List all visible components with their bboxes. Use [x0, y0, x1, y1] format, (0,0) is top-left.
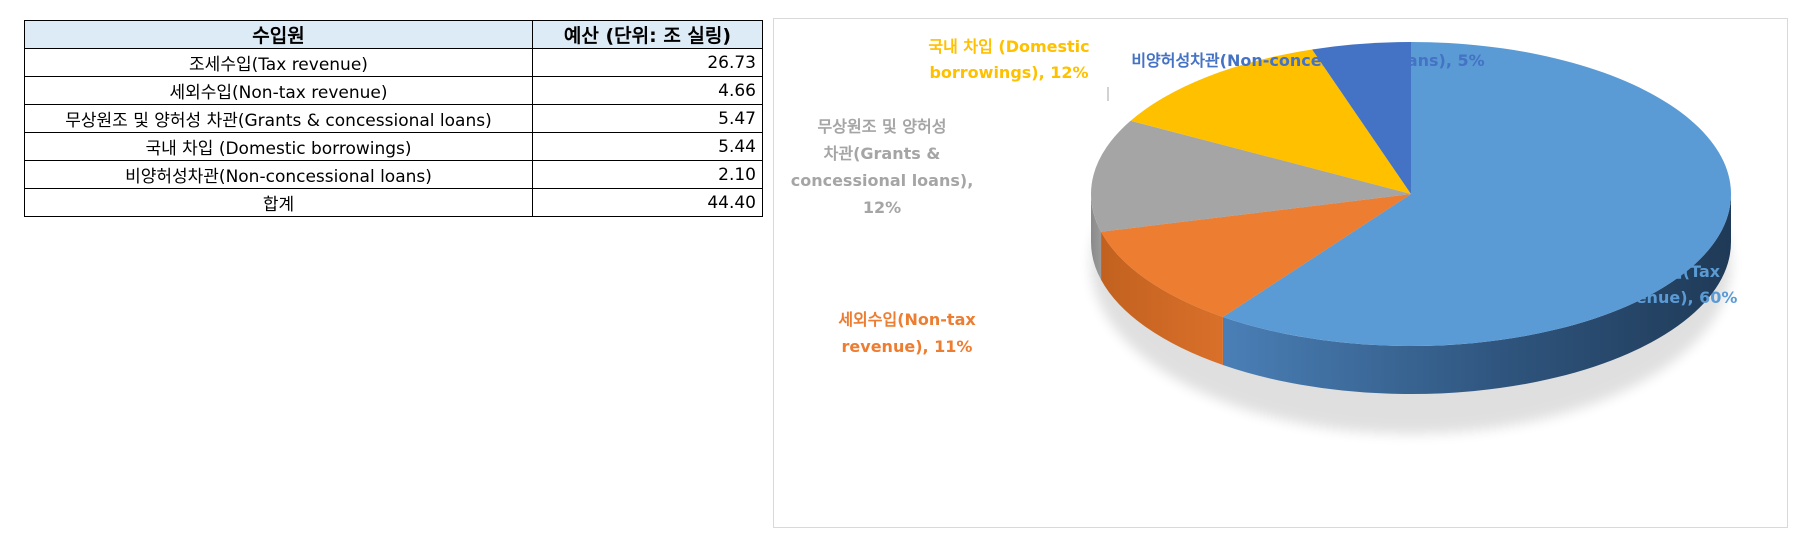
pie-data-label-line: revenue), 11%	[842, 337, 973, 356]
pie-labels: 조세수입(Tax revenue), 60% 세외수입(Non-tax revenue…	[791, 37, 1738, 356]
pie-data-label-line: concessional loans),	[791, 171, 974, 190]
table-total-row: 합계 44.40	[24, 188, 763, 217]
pie-tops	[1091, 42, 1731, 346]
pie-chart-area: 조세수입(Tax revenue), 60% 세외수입(Non-tax revenue…	[773, 18, 1788, 528]
pie-data-label: 비양허성차관(Non-concessional loans), 5%	[1131, 51, 1484, 70]
pie-slice	[1312, 42, 1411, 194]
row-source: 국내 차입 (Domestic borrowings)	[24, 132, 533, 161]
pie-slice-side	[1091, 194, 1102, 280]
pie-data-label-line: 무상원조 및 양허성	[818, 117, 947, 136]
total-budget: 44.40	[532, 188, 763, 217]
row-budget: 2.10	[532, 160, 763, 189]
pie-data-label-line: 12%	[863, 198, 901, 217]
pie-data-label-line: 차관(Grants &	[824, 144, 941, 163]
table-header-row: 수입원 예산 (단위: 조 실링)	[24, 20, 763, 49]
row-source: 조세수입(Tax revenue)	[24, 48, 533, 77]
pie-slice	[1091, 120, 1411, 232]
header-source: 수입원	[24, 20, 533, 49]
pie-slice-side	[1101, 231, 1223, 365]
pie-sides	[1091, 194, 1731, 395]
pie-data-label: 세외수입(Non-tax revenue), 11%	[838, 310, 976, 356]
pie-data-label-line: 세외수입(Non-tax	[838, 310, 976, 329]
pie-data-label-line: 비양허성차관(Non-concessional loans), 5%	[1131, 51, 1484, 70]
pie-data-label-line: 조세수입(Tax	[1624, 262, 1721, 281]
row-source: 세외수입(Non-tax revenue)	[24, 76, 533, 105]
pie-data-label-line: revenue), 60%	[1607, 288, 1738, 307]
table-row: 비양허성차관(Non-concessional loans) 2.10	[24, 160, 763, 189]
pie-chart: 조세수입(Tax revenue), 60% 세외수입(Non-tax revenue…	[791, 37, 1738, 434]
total-source: 합계	[24, 188, 533, 217]
table-row: 조세수입(Tax revenue) 26.73	[24, 48, 763, 77]
header-budget: 예산 (단위: 조 실링)	[532, 20, 763, 49]
pie-slice	[1222, 42, 1731, 346]
pie-data-label: 국내 차입 (Domestic borrowings), 12%	[928, 37, 1089, 82]
pie-data-label-line: borrowings), 12%	[929, 63, 1088, 82]
row-budget: 26.73	[532, 48, 763, 77]
table-row: 세외수입(Non-tax revenue) 4.66	[24, 76, 763, 105]
row-budget: 5.47	[532, 104, 763, 133]
row-source: 무상원조 및 양허성 차관(Grants & concessional loan…	[24, 104, 533, 133]
table-row: 국내 차입 (Domestic borrowings) 5.44	[24, 132, 763, 161]
pie-slice	[1101, 194, 1411, 317]
row-source: 비양허성차관(Non-concessional loans)	[24, 160, 533, 189]
pie-slice	[1130, 49, 1411, 194]
table-row: 무상원조 및 양허성 차관(Grants & concessional loan…	[24, 104, 763, 133]
row-budget: 5.44	[532, 132, 763, 161]
revenue-table: 수입원 예산 (단위: 조 실링) 조세수입(Tax revenue) 26.7…	[24, 20, 763, 217]
row-budget: 4.66	[532, 76, 763, 105]
pie-slice-side	[1222, 194, 1731, 395]
pie-data-label-line: 국내 차입 (Domestic	[928, 37, 1089, 56]
pie-data-label: 조세수입(Tax revenue), 60%	[1607, 262, 1738, 307]
